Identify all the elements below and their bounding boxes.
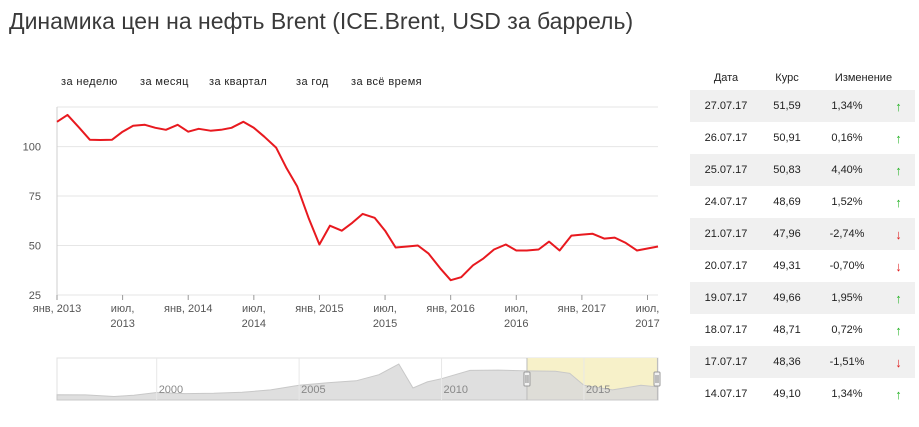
table-row: 26.07.17 50,91 0,16% ↑ (690, 122, 915, 154)
table-row: 24.07.17 48,69 1,52% ↑ (690, 186, 915, 218)
table-header: Дата Курс Изменение (690, 66, 915, 90)
header-change: Изменение (834, 72, 893, 84)
arrow-up-icon: ↑ (895, 386, 902, 402)
cell-rate: 51,59 (762, 90, 812, 122)
table-row: 21.07.17 47,96 -2,74% ↓ (690, 218, 915, 250)
table-row: 17.07.17 48,36 -1,51% ↓ (690, 346, 915, 378)
cell-date: 14.07.17 (704, 388, 748, 400)
tab-year[interactable]: за год (296, 76, 329, 88)
table-row: 14.07.17 49,10 1,34% ↑ (690, 378, 915, 410)
tab-month[interactable]: за месяц (140, 76, 189, 88)
arrow-down-icon: ↓ (895, 258, 902, 274)
cell-date: 24.07.17 (704, 196, 748, 208)
arrow-up-icon: ↑ (895, 322, 902, 338)
navigator-content: 2000 2005 2010 2015 (56, 357, 661, 401)
x-tick-label: июл, (242, 303, 266, 315)
navigator-area (56, 363, 659, 401)
x-tick-label: июл, (504, 303, 528, 315)
navigator-year-label: 2000 (159, 384, 183, 396)
table-row: 25.07.17 50,83 4,40% ↑ (690, 154, 915, 186)
cell-change: -1,51% (812, 346, 882, 378)
y-tick-label: 25 (29, 290, 41, 302)
x-axis: янв, 2013 июл, 2013 янв, 2014 июл, 2014 янв, 2… (33, 295, 660, 330)
header-rate: Курс (775, 72, 799, 84)
chart-navigator[interactable]: 2000 2005 2010 2015 (0, 355, 665, 405)
page-title: Динамика цен на нефть Brent (ICE.Brent, … (9, 8, 634, 34)
cell-rate: 49,66 (762, 282, 812, 314)
x-tick-label-year: 2015 (373, 318, 397, 330)
cell-change: 1,34% (812, 90, 882, 122)
cell-change: 0,16% (831, 132, 863, 144)
arrow-up-icon: ↑ (882, 282, 915, 314)
x-tick-label-year: 2016 (504, 318, 528, 330)
x-tick-label-year: 2014 (242, 318, 266, 330)
table-row: 18.07.17 48,71 0,72% ↑ (690, 314, 915, 346)
cell-change: 4,40% (812, 154, 882, 186)
navigator-handle-left[interactable] (523, 371, 531, 387)
cell-date: 26.07.17 (704, 132, 748, 144)
cell-change: 0,72% (831, 324, 863, 336)
x-tick-label-year: 2017 (635, 318, 659, 330)
cell-date: 17.07.17 (690, 346, 762, 378)
cell-rate: 48,36 (762, 346, 812, 378)
cell-change: -0,70% (829, 260, 865, 272)
y-tick-label: 100 (23, 142, 41, 154)
y-tick-label: 50 (29, 241, 41, 253)
cell-rate: 48,69 (773, 196, 801, 208)
series-line-brent (56, 113, 659, 282)
navigator-handle-right[interactable] (653, 371, 661, 387)
x-tick-label: янв, 2015 (295, 303, 343, 315)
arrow-down-icon: ↓ (882, 218, 915, 250)
rates-table: Дата Курс Изменение 27.07.17 51,59 1,34% ↑ 2… (690, 66, 915, 410)
y-tick-label: 75 (29, 191, 41, 203)
arrow-down-icon: ↓ (882, 346, 915, 378)
arrow-up-icon: ↑ (882, 154, 915, 186)
x-tick-label: июл, (111, 303, 135, 315)
x-tick-label: янв, 2017 (558, 303, 606, 315)
price-chart[interactable]: 25 50 75 100 янв, 2013 июл, 2013 янв, 2014 июл,… (0, 95, 665, 340)
tab-week[interactable]: за неделю (61, 76, 118, 88)
cell-rate: 50,91 (773, 132, 801, 144)
cell-rate: 47,96 (762, 218, 812, 250)
cell-date: 20.07.17 (704, 260, 748, 272)
cell-date: 18.07.17 (704, 324, 748, 336)
x-tick-label: июл, (636, 303, 660, 315)
range-tabs: за неделю за месяц за квартал за год за … (0, 76, 660, 92)
x-tick-label: янв, 2016 (426, 303, 474, 315)
cell-change: -2,74% (812, 218, 882, 250)
cell-date: 19.07.17 (690, 282, 762, 314)
x-tick-label: янв, 2013 (33, 303, 81, 315)
arrow-up-icon: ↑ (895, 194, 902, 210)
arrow-up-icon: ↑ (895, 130, 902, 146)
tab-quarter[interactable]: за квартал (209, 76, 268, 88)
chart-series (56, 113, 659, 282)
cell-rate: 49,31 (773, 260, 801, 272)
cell-date: 27.07.17 (690, 90, 762, 122)
y-axis: 25 50 75 100 (23, 107, 58, 302)
x-tick-label-year: 2013 (110, 318, 134, 330)
cell-rate: 50,83 (762, 154, 812, 186)
tab-all-time[interactable]: за всё время (351, 76, 423, 88)
x-tick-label: июл, (373, 303, 397, 315)
cell-change: 1,34% (831, 388, 863, 400)
chart-gridlines (57, 106, 658, 296)
table-row: 27.07.17 51,59 1,34% ↑ (690, 90, 915, 122)
cell-date: 25.07.17 (690, 154, 762, 186)
navigator-year-label: 2010 (444, 384, 468, 396)
cell-rate: 49,10 (773, 388, 801, 400)
table-row: 19.07.17 49,66 1,95% ↑ (690, 282, 915, 314)
table-row: 20.07.17 49,31 -0,70% ↓ (690, 250, 915, 282)
navigator-year-label: 2005 (301, 384, 325, 396)
cell-change: 1,52% (831, 196, 863, 208)
cell-rate: 48,71 (773, 324, 801, 336)
cell-date: 21.07.17 (690, 218, 762, 250)
x-tick-label: янв, 2014 (164, 303, 212, 315)
arrow-up-icon: ↑ (882, 90, 915, 122)
header-date: Дата (713, 72, 739, 84)
navigator-year-label: 2015 (586, 384, 610, 396)
cell-change: 1,95% (812, 282, 882, 314)
